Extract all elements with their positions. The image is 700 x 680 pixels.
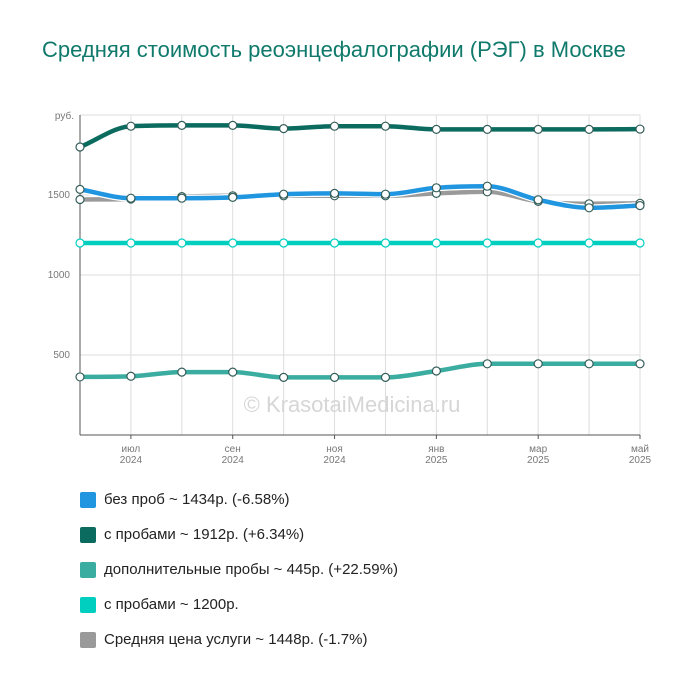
y-tick-label: 500 <box>53 350 70 361</box>
data-point <box>279 124 289 134</box>
legend-swatch <box>80 631 96 648</box>
x-tick-month: янв <box>428 444 444 455</box>
x-tick-month: май <box>631 444 649 455</box>
x-tick-month: ноя <box>326 444 343 455</box>
data-point <box>75 194 85 205</box>
data-point <box>380 238 391 248</box>
data-point <box>482 181 492 191</box>
data-point <box>431 183 441 193</box>
data-point <box>75 372 85 382</box>
data-point <box>329 238 340 248</box>
x-tick-year: 2024 <box>323 455 346 466</box>
y-unit-label: руб. <box>55 110 74 122</box>
data-point <box>126 193 136 203</box>
data-point <box>126 121 136 131</box>
data-point <box>533 238 543 248</box>
x-tick-year: 2025 <box>425 455 448 466</box>
data-point <box>126 238 136 248</box>
data-point <box>482 238 492 248</box>
data-point <box>177 367 187 377</box>
data-point <box>329 188 340 198</box>
data-point <box>584 359 594 369</box>
data-point <box>431 124 441 134</box>
data-point <box>431 366 441 376</box>
legend-label: дополнительные пробы ~ 445р. (+22.59%) <box>104 561 398 578</box>
legend-item[interactable]: без проб ~ 1434р. (-6.58%) <box>80 482 398 517</box>
data-point <box>482 359 492 369</box>
chart-grid <box>79 114 641 435</box>
legend-label: с пробами ~ 1200р. <box>104 596 239 613</box>
data-point <box>75 238 85 248</box>
data-point <box>533 359 543 369</box>
data-point <box>177 193 187 203</box>
legend-item[interactable]: с пробами ~ 1912р. (+6.34%) <box>80 517 398 552</box>
data-point <box>635 359 645 369</box>
data-point <box>75 142 85 152</box>
data-point <box>635 124 645 134</box>
data-point <box>431 238 441 248</box>
chart-legend: без проб ~ 1434р. (-6.58%) с пробами ~ 19… <box>80 482 398 657</box>
x-tick-month: сен <box>225 444 241 455</box>
data-point <box>329 121 340 131</box>
x-tick-year: 2024 <box>120 455 143 466</box>
data-point <box>533 124 543 134</box>
chart-axes: 50010001500руб.июл2024сен2024ноя2024янв2… <box>48 110 652 466</box>
data-point <box>228 367 238 377</box>
x-tick-year: 2025 <box>629 455 652 466</box>
data-point <box>177 238 187 248</box>
data-point <box>635 238 645 248</box>
x-tick-year: 2025 <box>527 455 550 466</box>
data-point <box>584 124 594 134</box>
data-point <box>635 200 645 211</box>
y-tick-label: 1000 <box>48 270 71 281</box>
legend-label: с пробами ~ 1912р. (+6.34%) <box>104 526 305 543</box>
data-point <box>329 372 340 382</box>
x-tick-month: мар <box>529 444 547 455</box>
legend-item[interactable]: с пробами ~ 1200р. <box>80 587 398 622</box>
data-point <box>75 184 85 194</box>
x-tick-month: июл <box>122 444 141 455</box>
data-point <box>279 189 289 199</box>
data-point <box>380 189 391 199</box>
chart-title: Средняя стоимость реоэнцефалографии (РЭГ… <box>42 37 626 62</box>
data-point <box>279 372 289 382</box>
legend-swatch <box>80 491 96 508</box>
legend-swatch <box>80 561 96 578</box>
data-point <box>228 238 238 248</box>
legend-swatch <box>80 596 96 613</box>
data-point <box>380 121 391 131</box>
y-tick-label: 1500 <box>48 190 71 201</box>
data-point <box>279 238 289 248</box>
legend-swatch <box>80 526 96 543</box>
data-point <box>584 203 594 213</box>
data-point <box>126 371 136 381</box>
data-point <box>533 195 543 205</box>
data-point <box>228 192 238 202</box>
legend-item[interactable]: дополнительные пробы ~ 445р. (+22.59%) <box>80 552 398 587</box>
chart-points <box>75 120 645 382</box>
watermark-text: © KrasotaiMedicina.ru <box>244 392 461 417</box>
legend-item[interactable]: Средняя цена услуги ~ 1448р. (-1.7%) <box>80 622 398 657</box>
x-tick-year: 2024 <box>222 455 245 466</box>
line-chart: © KrasotaiMedicina.ru 500 1000 1500 руб. июл… <box>48 110 652 466</box>
data-point <box>584 238 594 248</box>
legend-label: без проб ~ 1434р. (-6.58%) <box>104 491 290 508</box>
legend-label: Средняя цена услуги ~ 1448р. (-1.7%) <box>104 631 368 648</box>
data-point <box>482 124 492 134</box>
data-point <box>228 120 238 131</box>
data-point <box>177 120 187 131</box>
chart-lines <box>76 121 644 381</box>
data-point <box>380 372 391 382</box>
